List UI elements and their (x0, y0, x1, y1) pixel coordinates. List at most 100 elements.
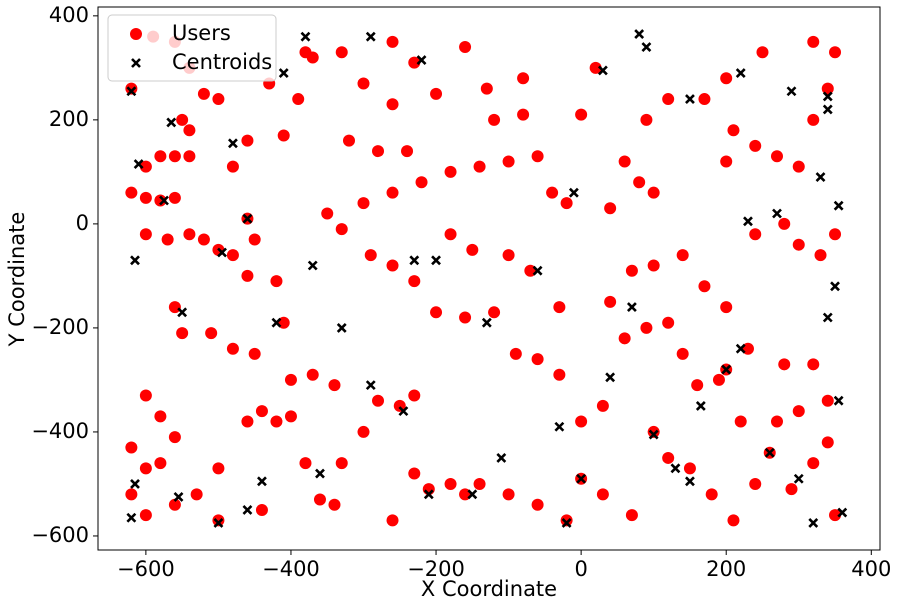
user-point (553, 301, 566, 314)
user-point (662, 93, 675, 106)
centroid-point (365, 380, 376, 391)
user-point (647, 186, 660, 199)
y-tick-label: 200 (49, 107, 89, 131)
user-point (386, 259, 399, 272)
user-point (778, 358, 791, 371)
user-point (444, 228, 457, 241)
user-point (734, 415, 747, 428)
user-point (197, 233, 210, 246)
user-point (683, 462, 696, 475)
centroid-point (793, 473, 804, 484)
x-tick-label: 0 (574, 557, 587, 581)
user-point (647, 425, 660, 438)
centroid-point (808, 518, 819, 528)
centroid-point (496, 453, 507, 463)
user-point (364, 249, 377, 262)
user-point (408, 56, 421, 69)
user-point (408, 389, 421, 402)
centroid-point (278, 68, 289, 78)
centroid-point (242, 505, 253, 515)
x-tick-label: −400 (262, 557, 320, 581)
user-point (625, 509, 638, 522)
user-point (408, 467, 421, 480)
user-point (139, 462, 152, 475)
user-point (778, 217, 791, 230)
user-point (531, 150, 544, 163)
user-point (386, 98, 399, 111)
centroid-point (133, 159, 144, 169)
user-point (277, 129, 290, 142)
user-point (517, 108, 530, 121)
centroid-point (257, 476, 267, 487)
centroid-point (576, 473, 587, 484)
user-point (154, 194, 167, 207)
centroid-point (130, 479, 140, 489)
centroid-point (833, 395, 844, 406)
user-point (807, 457, 820, 470)
user-point (698, 93, 711, 106)
user-point (792, 405, 805, 418)
user-point (139, 509, 152, 522)
user-point (807, 35, 820, 48)
user-point (575, 415, 588, 428)
user-point (444, 165, 457, 178)
user-point (212, 514, 225, 527)
user-point (473, 477, 486, 490)
user-point (829, 46, 842, 59)
centroid-point (830, 281, 840, 292)
centroid-point (833, 200, 844, 211)
user-point (430, 87, 443, 100)
centroid-point (597, 65, 608, 76)
user-point (154, 457, 167, 470)
user-point (625, 264, 638, 277)
user-point (792, 238, 805, 251)
centroid-point (641, 42, 652, 52)
user-point (372, 145, 385, 158)
user-point (727, 124, 740, 137)
centroid-point (467, 489, 478, 500)
user-point (785, 483, 798, 496)
user-point (154, 150, 167, 163)
user-point (618, 332, 631, 345)
centroid-point (822, 312, 833, 323)
user-point (168, 431, 181, 444)
y-tick-label: −600 (31, 523, 89, 547)
user-point (444, 477, 457, 490)
user-point (560, 197, 573, 210)
user-point (226, 249, 239, 262)
user-point (205, 327, 218, 340)
user-point (335, 46, 348, 59)
centroid-point (130, 255, 140, 266)
user-point (270, 415, 283, 428)
centroid-point (300, 31, 311, 42)
user-point (531, 353, 544, 366)
x-tick-label: 200 (706, 557, 746, 581)
user-point (139, 191, 152, 204)
x-axis-label: X Coordinate (421, 577, 557, 601)
user-point (321, 207, 334, 220)
user-point (197, 87, 210, 100)
centroid-point (764, 447, 775, 458)
user-point (604, 202, 617, 215)
user-point (770, 150, 783, 163)
user-point (255, 503, 268, 516)
user-point (161, 233, 174, 246)
user-point (226, 342, 239, 355)
user-point (618, 155, 631, 168)
user-point (183, 150, 196, 163)
centroid-point (568, 187, 579, 198)
user-point (248, 347, 261, 360)
user-point (190, 488, 203, 501)
centroid-point (315, 468, 325, 479)
user-point (488, 113, 501, 126)
user-point (502, 155, 515, 168)
user-point (575, 108, 588, 121)
user-point (154, 410, 167, 423)
centroid-point (177, 307, 188, 318)
series-1 (126, 29, 848, 528)
user-point (226, 160, 239, 173)
centroid-point (307, 260, 318, 271)
user-point (531, 498, 544, 511)
centroid-point (271, 317, 282, 328)
centroid-point (126, 512, 137, 523)
